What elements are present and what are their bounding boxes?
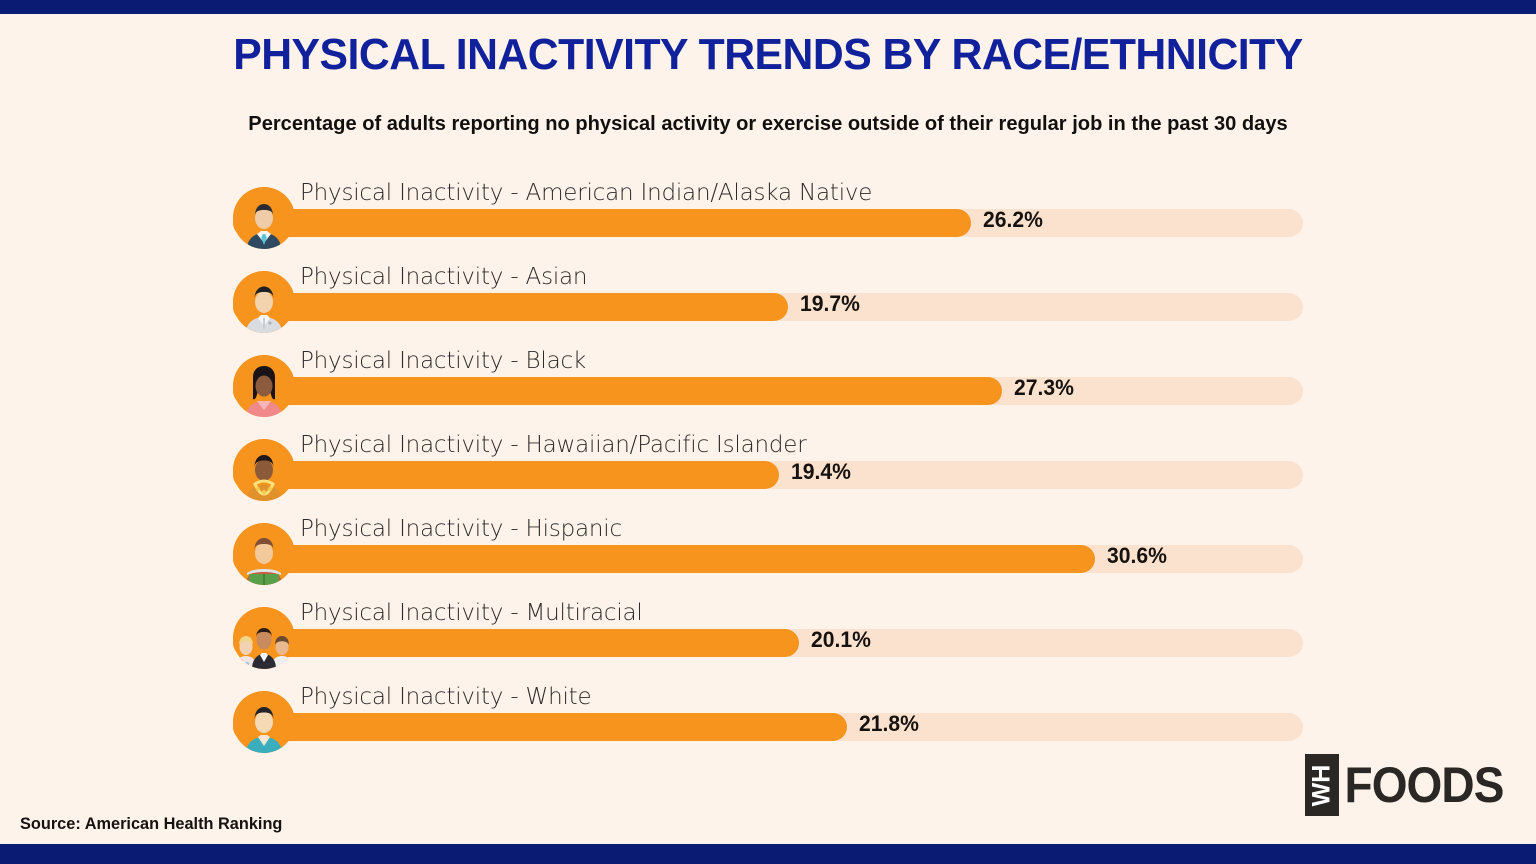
avatar-hispanic-person-icon: [233, 523, 295, 585]
page-title: PHYSICAL INACTIVITY TRENDS BY RACE/ETHNI…: [233, 30, 1303, 79]
infographic-body: PHYSICAL INACTIVITY TRENDS BY RACE/ETHNI…: [0, 14, 1536, 844]
logo-mark-text: WH: [1307, 764, 1336, 806]
bar-row-label: Physical Inactivity - Hawaiian/Pacific I…: [300, 432, 807, 458]
bar-row: Physical Inactivity - Hispanic 30.6%: [0, 514, 1536, 598]
logo-wordmark: FOODS: [1344, 757, 1505, 813]
bar-fill: [233, 629, 799, 657]
bar-track: [233, 293, 1303, 321]
bar-value-label: 19.7%: [800, 291, 860, 316]
bar-track: [233, 461, 1303, 489]
bar-row: Physical Inactivity - Asian 19.7%: [0, 262, 1536, 346]
bar-row-label: Physical Inactivity - Hispanic: [300, 516, 622, 542]
bar-row: Physical Inactivity - Multiracial 20.1%: [0, 598, 1536, 682]
top-accent-band: [0, 0, 1536, 14]
page-subtitle: Percentage of adults reporting no physic…: [248, 112, 1288, 135]
bar-row: Physical Inactivity - American Indian/Al…: [0, 178, 1536, 262]
avatar-white-man-icon: [233, 691, 295, 753]
bar-row-label: Physical Inactivity - Asian: [300, 264, 588, 290]
bar-row: Physical Inactivity - Hawaiian/Pacific I…: [0, 430, 1536, 514]
bar-value-label: 26.2%: [983, 207, 1043, 232]
bar-row-label: Physical Inactivity - Black: [300, 348, 587, 374]
bar-fill: [233, 209, 971, 237]
avatar-asian-man-icon: [233, 271, 295, 333]
bar-fill: [233, 293, 788, 321]
bar-row-label: Physical Inactivity - Multiracial: [300, 600, 643, 626]
logo-mark-box: WH: [1305, 754, 1340, 816]
bottom-accent-band: [0, 844, 1536, 864]
avatar-black-woman-icon: [233, 355, 295, 417]
avatar-businessman-icon: [233, 187, 295, 249]
bar-value-label: 27.3%: [1014, 375, 1074, 400]
bar-track: [233, 545, 1303, 573]
bar-fill: [233, 545, 1095, 573]
bar-track: [233, 713, 1303, 741]
bar-fill: [233, 713, 847, 741]
source-note: Source: American Health Ranking: [20, 814, 283, 833]
bar-row: Physical Inactivity - White 21.8%: [0, 682, 1536, 766]
bar-value-label: 20.1%: [811, 627, 871, 652]
avatar-pacific-islander-icon: [233, 439, 295, 501]
bar-track: [233, 209, 1303, 237]
bar-fill: [233, 461, 779, 489]
bar-row-label: Physical Inactivity - American Indian/Al…: [300, 180, 873, 206]
bar-value-label: 30.6%: [1107, 543, 1167, 568]
bar-chart: Physical Inactivity - American Indian/Al…: [0, 178, 1536, 766]
bar-value-label: 19.4%: [791, 459, 851, 484]
bar-track: [233, 629, 1303, 657]
avatar-family-group-icon: [233, 607, 295, 669]
brand-logo: WH FOODS: [1305, 754, 1518, 816]
bar-row: Physical Inactivity - Black 27.3%: [0, 346, 1536, 430]
bar-track: [233, 377, 1303, 405]
bar-value-label: 21.8%: [859, 711, 919, 736]
bar-row-label: Physical Inactivity - White: [300, 684, 592, 710]
bar-fill: [233, 377, 1002, 405]
